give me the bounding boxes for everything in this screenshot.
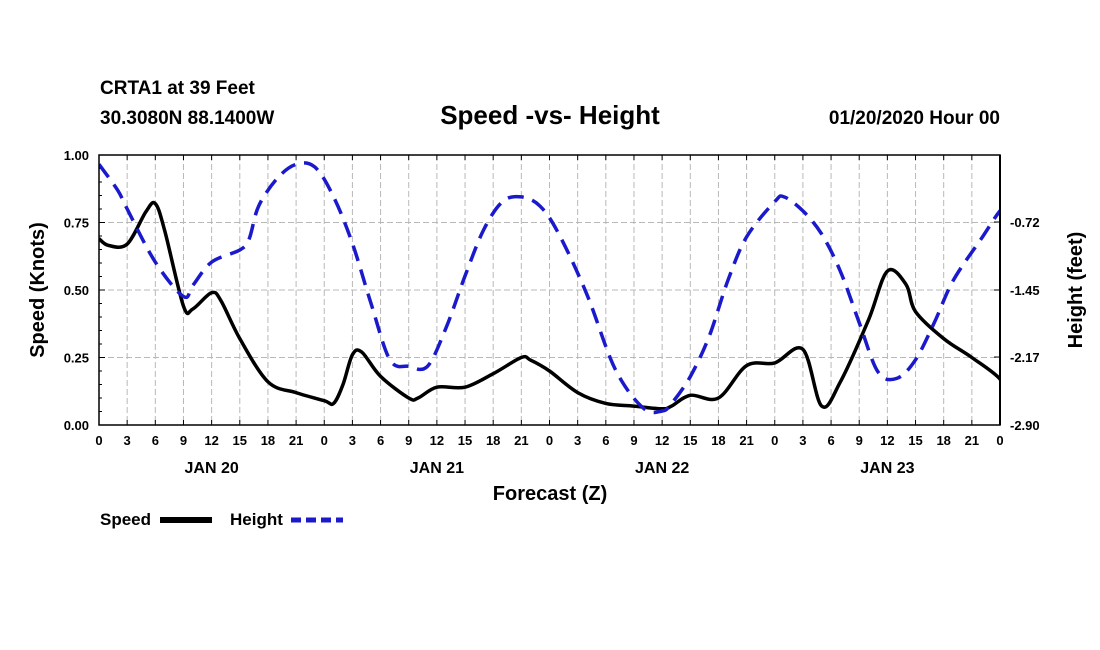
coordinates-label: 30.3080N 88.1400W bbox=[100, 108, 274, 129]
x-tick-label: 0 bbox=[771, 433, 778, 448]
x-tick-label: 15 bbox=[233, 433, 247, 448]
x-tick-label: 3 bbox=[574, 433, 581, 448]
x-tick-label: 18 bbox=[261, 433, 275, 448]
x-day-label: JAN 22 bbox=[635, 460, 689, 477]
x-day-label: JAN 20 bbox=[185, 460, 239, 477]
y-axis-right-label: Height (feet) bbox=[1065, 232, 1087, 349]
x-axis-label: Forecast (Z) bbox=[493, 483, 607, 505]
y-right-tick-label: -2.90 bbox=[1010, 418, 1040, 433]
x-tick-label: 18 bbox=[936, 433, 950, 448]
x-tick-label: 18 bbox=[486, 433, 500, 448]
x-tick-label: 18 bbox=[711, 433, 725, 448]
x-tick-label: 3 bbox=[349, 433, 356, 448]
x-tick-label: 21 bbox=[739, 433, 753, 448]
x-tick-label: 21 bbox=[965, 433, 979, 448]
y-left-tick-label: 0.50 bbox=[64, 283, 89, 298]
x-tick-label: 9 bbox=[405, 433, 412, 448]
x-tick-label: 6 bbox=[377, 433, 384, 448]
x-tick-label: 15 bbox=[683, 433, 697, 448]
issued-label: 01/20/2020 Hour 00 bbox=[829, 108, 1000, 129]
x-tick-label: 9 bbox=[180, 433, 187, 448]
x-tick-label: 9 bbox=[856, 433, 863, 448]
series-lines bbox=[99, 161, 1000, 415]
legend-height-label: Height bbox=[230, 510, 283, 529]
x-tick-label: 6 bbox=[602, 433, 609, 448]
y-left-tick-label: 1.00 bbox=[64, 148, 89, 163]
x-tick-label: 12 bbox=[430, 433, 444, 448]
series-line-speed bbox=[99, 200, 1000, 411]
x-tick-label: 9 bbox=[630, 433, 637, 448]
x-tick-label: 0 bbox=[996, 433, 1003, 448]
x-tick-label: 3 bbox=[124, 433, 131, 448]
x-day-label: JAN 23 bbox=[860, 460, 914, 477]
x-tick-label: 15 bbox=[908, 433, 922, 448]
x-tick-label: 0 bbox=[95, 433, 102, 448]
grid-lines bbox=[98, 154, 1001, 426]
chart-title: Speed -vs- Height bbox=[440, 100, 660, 130]
legend: Speed Height bbox=[100, 510, 343, 529]
y-left-tick-label: 0.25 bbox=[64, 351, 89, 366]
series-line-height bbox=[99, 161, 1000, 415]
y-left-tick-label: 0.75 bbox=[64, 216, 89, 231]
y-axis-left-label: Speed (Knots) bbox=[27, 222, 49, 358]
y-right-tick-label: -1.45 bbox=[1010, 283, 1040, 298]
x-tick-label: 6 bbox=[827, 433, 834, 448]
station-label: CRTA1 at 39 Feet bbox=[100, 78, 256, 99]
x-tick-label: 12 bbox=[880, 433, 894, 448]
x-tick-label: 0 bbox=[321, 433, 328, 448]
x-tick-label: 21 bbox=[514, 433, 528, 448]
x-tick-label: 15 bbox=[458, 433, 472, 448]
legend-speed-label: Speed bbox=[100, 510, 151, 529]
y-right-tick-label: -0.72 bbox=[1010, 215, 1040, 230]
y-left-tick-label: 0.00 bbox=[64, 418, 89, 433]
x-day-label: JAN 21 bbox=[410, 460, 464, 477]
x-tick-label: 3 bbox=[799, 433, 806, 448]
x-tick-label: 12 bbox=[655, 433, 669, 448]
axis-ticks: 0 3 6 9 12 15 18 21 0 3 6 9 12 15 18 21 0 3 6 9 12 15 18 21 0 3 6 9… bbox=[64, 148, 1040, 477]
x-tick-label: 6 bbox=[152, 433, 159, 448]
x-tick-label: 0 bbox=[546, 433, 553, 448]
y-right-tick-label: -2.17 bbox=[1010, 350, 1040, 365]
x-tick-label: 21 bbox=[289, 433, 303, 448]
x-tick-label: 12 bbox=[204, 433, 218, 448]
